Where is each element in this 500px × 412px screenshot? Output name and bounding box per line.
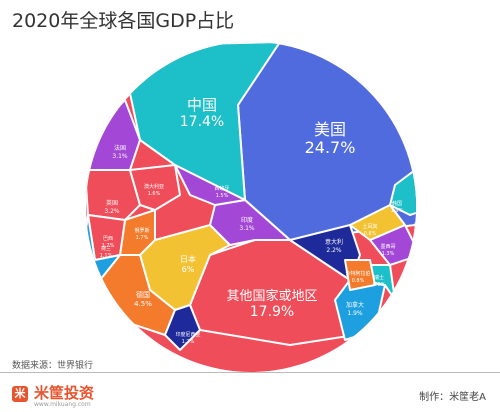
cell-label-value-6: 3.2%: [104, 208, 120, 215]
cell-label-name-12: 澳大利亚: [144, 183, 164, 190]
cell-label-value-13: 1.7%: [102, 243, 115, 249]
cell-label-name-19: 沙特阿拉伯: [345, 270, 370, 277]
cell-label-name-6: 英国: [106, 199, 118, 207]
cell-6: [86, 169, 141, 221]
cell-8: [289, 224, 361, 281]
cell-label-value-4: 4.5%: [134, 300, 152, 308]
cell-label-value-20: 0.8%: [364, 231, 377, 237]
cell-label-name-11: 俄罗斯: [134, 227, 149, 234]
cell-label-name-5: 法国: [114, 144, 126, 152]
cell-label-name-14: 西班牙: [214, 185, 229, 192]
voronoi-chart: 美国24.7%中国17.4%其他国家或地区17.9%日本6%德国4.5%法国3.…: [86, 42, 416, 372]
cell-label-name-4: 德国: [136, 290, 150, 299]
brand-logo-icon: 米: [12, 386, 28, 402]
brand-name: 米筐投资: [34, 384, 95, 402]
cell-label-name-17: 印度尼西亚: [175, 331, 200, 338]
cell-label-name-18: 瑞士: [374, 274, 384, 281]
cell-label-value-16: 1.1%: [100, 253, 113, 259]
cell-label-value-7: 3.1%: [239, 225, 255, 232]
cell-label-name-20: 土耳其: [362, 223, 377, 230]
footer-divider: [0, 372, 500, 373]
cell-label-value-18: 0.9%: [373, 282, 386, 288]
cell-label-name-2: 其他国家或地区: [226, 288, 317, 304]
credit: 制作：米筐老A: [419, 392, 486, 403]
cell-label-value-11: 1.7%: [136, 235, 149, 241]
cell-label-name-1: 中国: [187, 96, 217, 114]
cell-label-value-15: 1.3%: [382, 251, 395, 257]
cell-label-name-8: 意大利: [325, 238, 343, 246]
cell-label-value-14: 1.5%: [216, 193, 229, 199]
data-source: 数据来源：世界银行: [12, 361, 94, 371]
brand-site: www.mikuang.com: [34, 401, 91, 408]
cell-10: [389, 159, 416, 216]
cell-label-name-3: 日本: [180, 254, 196, 264]
cell-label-value-5: 3.1%: [112, 153, 128, 160]
cell-19: [344, 259, 376, 291]
cell-label-value-12: 1.6%: [148, 191, 161, 197]
cell-label-name-0: 美国: [314, 120, 346, 139]
cell-label-name-9: 加拿大: [346, 301, 364, 309]
cell-label-name-10: 韩国: [392, 200, 402, 207]
cell-label-value-9: 1.9%: [347, 310, 363, 317]
cell-label-name-16: 荷兰: [101, 245, 111, 252]
cell-label-value-17: 1.2%: [182, 339, 195, 345]
chart-title: 2020年全球各国GDP占比: [12, 10, 235, 32]
cell-12: [129, 164, 181, 211]
cell-label-value-10: 1.9%: [391, 208, 404, 214]
cell-20: [349, 204, 406, 241]
cell-label-value-2: 17.9%: [250, 304, 294, 320]
cell-17: [164, 304, 201, 351]
cell-label-value-1: 17.4%: [180, 114, 224, 130]
cell-label-value-3: 6%: [182, 265, 195, 274]
cell-label-name-15: 墨西哥: [380, 244, 395, 250]
cell-label-value-0: 24.7%: [305, 138, 356, 157]
cell-label-value-19: 0.8%: [352, 278, 365, 284]
footer: 米 米筐投资 www.mikuang.com 制作：米筐老A: [0, 373, 500, 412]
cell-14: [174, 164, 246, 206]
cell-label-name-7: 印度: [241, 216, 253, 224]
cell-label-value-8: 2.2%: [326, 247, 342, 254]
cell-label-name-13: 巴西: [103, 236, 113, 242]
